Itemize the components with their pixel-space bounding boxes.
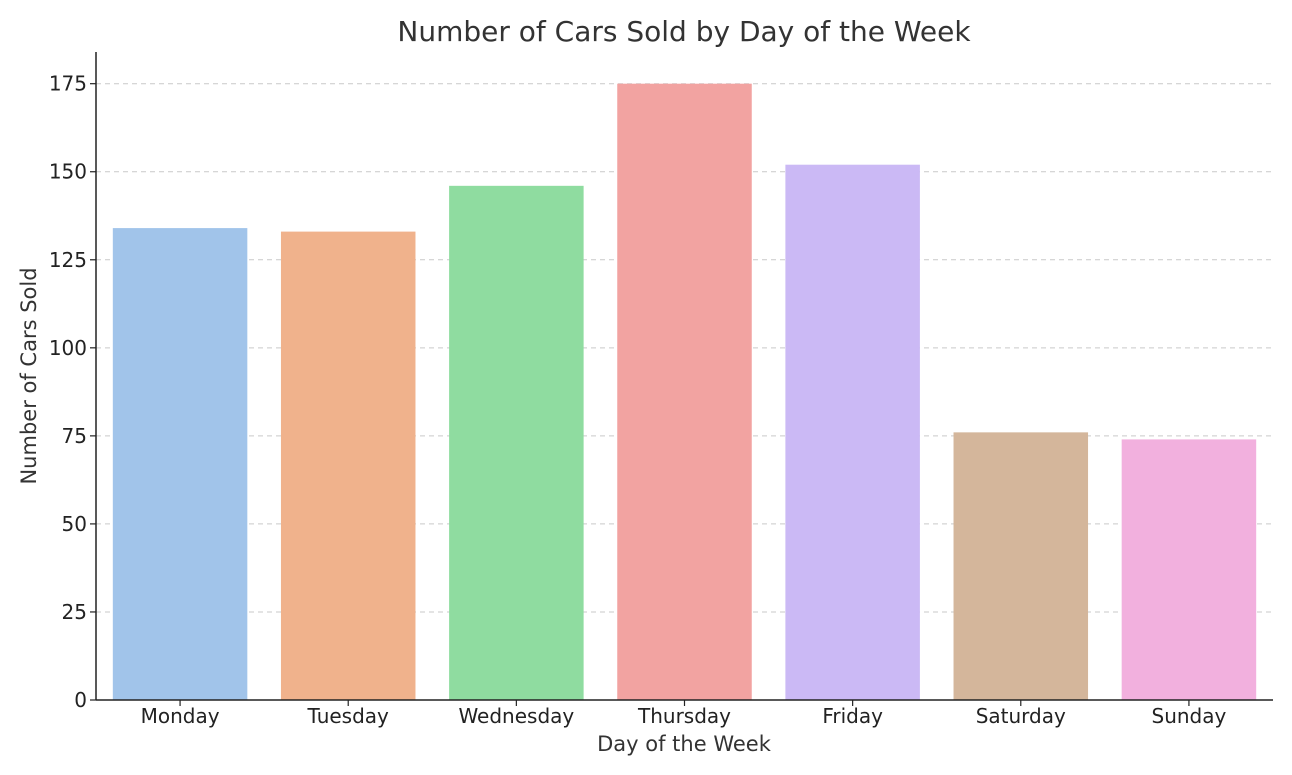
x-tick-label: Wednesday [458, 704, 574, 728]
x-tick-label: Sunday [1152, 704, 1227, 728]
y-tick-label: 150 [49, 160, 87, 184]
bar-saturday [953, 432, 1089, 700]
y-tick-label: 50 [62, 512, 87, 536]
x-tick-label: Saturday [976, 704, 1066, 728]
chart-title: Number of Cars Sold by Day of the Week [397, 15, 971, 48]
ticks-layer: 0 25 50 75 100 125 150 175 Monday Tuesday Wednesda… [49, 72, 1227, 728]
bar-monday [112, 228, 248, 700]
bar-wednesday [449, 185, 584, 701]
y-tick-label: 100 [49, 336, 87, 360]
bars-layer [112, 83, 1257, 701]
x-tick-label: Tuesday [307, 704, 390, 728]
x-tick-label: Monday [141, 704, 220, 728]
y-tick-label: 75 [62, 424, 87, 448]
bar-thursday [617, 83, 752, 700]
y-tick-label: 175 [49, 72, 87, 96]
bar-tuesday [280, 231, 416, 700]
x-tick-label: Thursday [637, 704, 731, 728]
y-tick-label: 25 [62, 600, 87, 624]
bar-friday [785, 164, 920, 700]
y-tick-label: 0 [74, 688, 87, 712]
x-tick-label: Friday [822, 704, 883, 728]
y-tick-label: 125 [49, 248, 87, 272]
bar-sunday [1121, 439, 1257, 700]
y-axis-label: Number of Cars Sold [17, 267, 41, 484]
x-axis-label: Day of the Week [597, 732, 772, 756]
